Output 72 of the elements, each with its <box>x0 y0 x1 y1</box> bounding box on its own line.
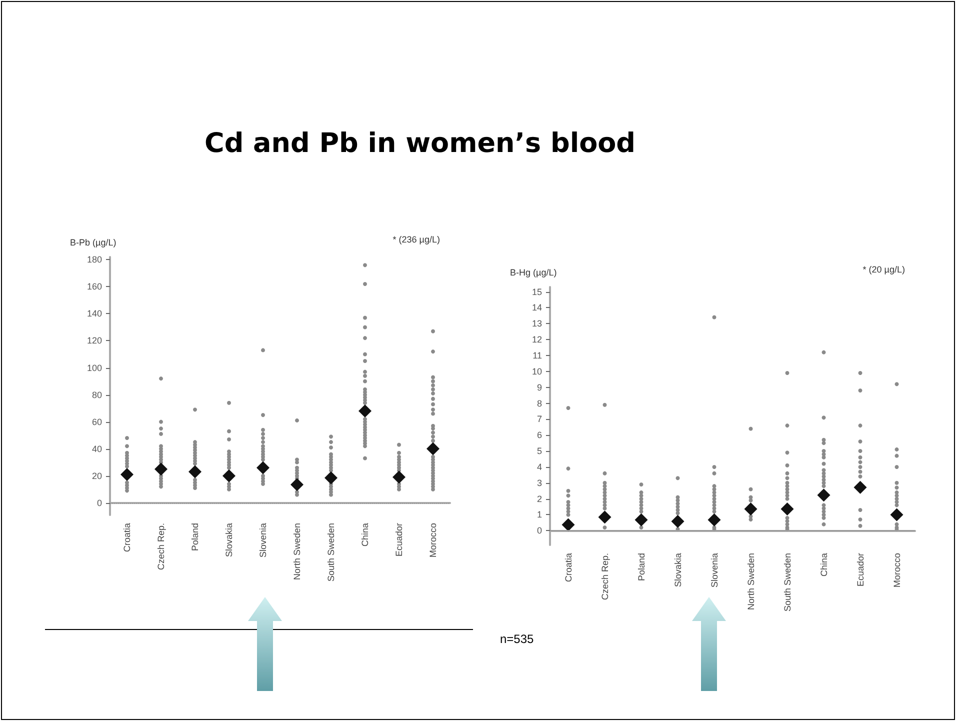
point <box>222 469 236 482</box>
y-tick-label: 9 <box>536 382 542 392</box>
y-tick-label: 7 <box>536 414 542 424</box>
x-tick-label: Croatia <box>122 523 132 552</box>
y-tick-label: 100 <box>86 362 102 373</box>
y-tick-label: 2 <box>536 494 542 504</box>
y-tick-label: 0 <box>96 498 102 508</box>
y-tick-label: 8 <box>536 398 542 408</box>
x-tick-label: Poland <box>636 553 646 582</box>
point <box>817 488 830 502</box>
y-tick-label: 0 <box>536 526 542 536</box>
x-tick-label: North Sweden <box>746 553 756 610</box>
x-tick-label: Morocco <box>428 523 438 558</box>
point <box>708 513 721 526</box>
y-tick-label: 5 <box>536 446 542 456</box>
text: * (20 µg/L) <box>862 264 906 274</box>
point <box>634 513 648 526</box>
point <box>392 470 406 484</box>
point <box>780 502 794 516</box>
y-tick-label: 14 <box>532 302 542 313</box>
point <box>671 514 684 528</box>
x-tick-label: Slovenia <box>709 553 720 588</box>
x-tick-label: South Sweden <box>782 553 792 612</box>
chart-title: Cd and Pb in women’s blood <box>204 128 636 159</box>
point <box>324 471 338 484</box>
point <box>890 508 904 522</box>
point <box>154 462 168 476</box>
x-tick-label: Croatia <box>563 553 574 582</box>
y-tick-label: 1 <box>536 510 542 520</box>
x-tick-label: North Sweden <box>292 523 302 580</box>
y-tick-label: 10 <box>532 366 542 376</box>
y-tick-label: 180 <box>86 254 102 265</box>
point <box>256 461 270 474</box>
y-tick-label: 13 <box>532 318 542 329</box>
point <box>120 468 134 481</box>
y-tick-label: 12 <box>532 334 542 345</box>
y-tick-label: 60 <box>92 416 102 427</box>
point <box>188 465 202 478</box>
x-tick-label: Ecuador <box>855 553 866 587</box>
point <box>562 518 575 532</box>
x-tick-label: China <box>818 553 829 577</box>
x-tick-label: Slovenia <box>258 523 268 558</box>
y-tick-label: 4 <box>536 462 542 472</box>
point <box>854 480 867 494</box>
x-tick-label: Czech Rep. <box>600 553 610 600</box>
y-tick-label: 6 <box>536 430 542 440</box>
y-tick-label: 11 <box>532 350 542 360</box>
y-tick-label: 80 <box>92 390 102 400</box>
x-tick-label: Slovakia <box>224 523 234 558</box>
point <box>290 478 304 492</box>
y-tick-label: 140 <box>86 308 102 319</box>
point <box>426 442 440 456</box>
x-tick-label: Morocco <box>892 553 902 588</box>
y-tick-label: 120 <box>86 336 102 346</box>
text: * (236 µg/L) <box>392 234 440 244</box>
x-tick-label: Ecuador <box>394 523 404 557</box>
y-axis-title: B-Pb (µg/L) <box>70 238 116 248</box>
x-tick-label: Slovakia <box>672 553 683 588</box>
x-tick-label: South Sweden <box>326 523 336 582</box>
y-tick-label: 40 <box>92 444 102 454</box>
text: n=535 <box>500 632 534 646</box>
y-tick-label: 20 <box>92 470 102 481</box>
y-tick-label: 15 <box>532 286 542 297</box>
x-tick-label: China <box>360 523 370 547</box>
y-axis-title: B-Hg (µg/L) <box>510 268 557 278</box>
point <box>358 404 372 418</box>
x-tick-label: Czech Rep. <box>156 523 166 570</box>
point <box>598 510 612 524</box>
y-tick-label: 3 <box>536 478 542 488</box>
x-tick-label: Poland <box>190 523 200 552</box>
point <box>744 502 758 516</box>
y-tick-label: 160 <box>86 282 102 292</box>
